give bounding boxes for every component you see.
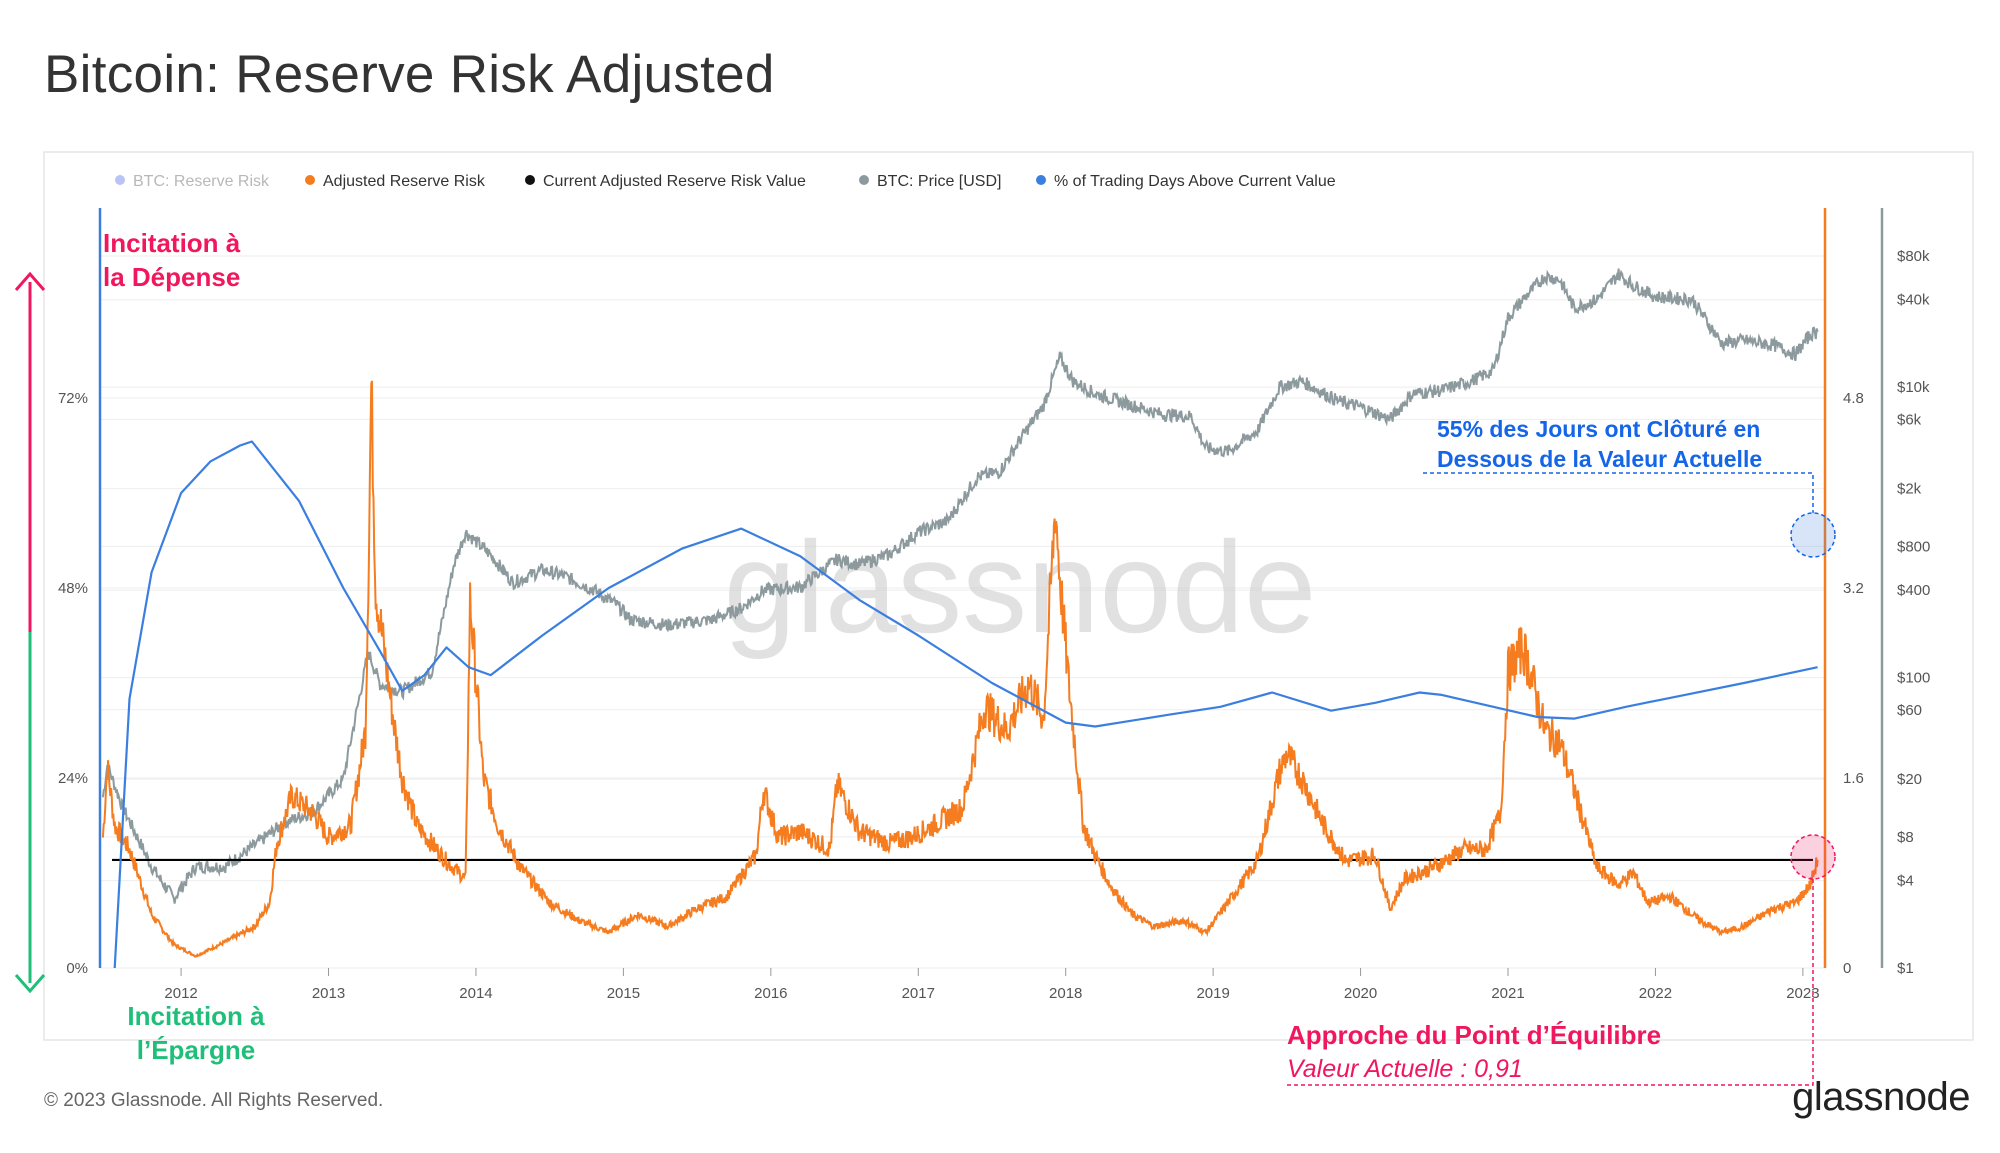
adjusted-reserve-risk-line xyxy=(101,380,1819,958)
y-left-tick-label: 24% xyxy=(58,770,88,787)
x-tick-label: 2014 xyxy=(459,985,492,1002)
x-tick-label: 2022 xyxy=(1639,985,1672,1002)
y-left-tick-label: 48% xyxy=(58,580,88,597)
watermark: glassnode xyxy=(724,514,1317,660)
y-right-tick-label: 1.6 xyxy=(1843,770,1864,787)
legend-dot xyxy=(525,175,535,185)
x-tick-label: 2021 xyxy=(1491,985,1524,1002)
y-price-tick-label: $4 xyxy=(1897,873,1914,890)
equilibrium-value: Valeur Actuelle : 0,91 xyxy=(1287,1055,1523,1083)
save-arrowhead-icon xyxy=(14,974,46,994)
note-connector xyxy=(1423,472,1814,513)
legend-item-current-value[interactable]: Current Adjusted Reserve Risk Value xyxy=(525,173,806,190)
copyright-footer: © 2023 Glassnode. All Rights Reserved. xyxy=(44,1090,384,1111)
y-right-tick-label: 0 xyxy=(1843,960,1851,977)
note-line2: Dessous de la Valeur Actuelle xyxy=(1437,446,1762,472)
save-label-line1: Incitation à xyxy=(127,1001,265,1031)
x-tick-label: 2012 xyxy=(164,985,197,1002)
x-tick-label: 2019 xyxy=(1196,985,1229,1002)
x-tick-label: 2017 xyxy=(902,985,935,1002)
pct-marker-circle xyxy=(1790,512,1836,558)
y-price-tick-label: $2k xyxy=(1897,481,1922,498)
equilibrium-connector xyxy=(1285,879,1814,1086)
save-label-line2: l’Épargne xyxy=(137,1035,255,1065)
y-price-tick-label: $400 xyxy=(1897,582,1930,599)
y-price-tick-label: $20 xyxy=(1897,771,1922,788)
x-tick-label: 2018 xyxy=(1049,985,1082,1002)
chart-frame xyxy=(43,151,1974,1041)
y-right-tick-label: 4.8 xyxy=(1843,390,1864,407)
legend-dot xyxy=(115,175,125,185)
legend-label: % of Trading Days Above Current Value xyxy=(1054,173,1336,190)
x-tick-label: 2016 xyxy=(754,985,787,1002)
x-tick-label: 2013 xyxy=(312,985,345,1002)
y-price-tick-label: $100 xyxy=(1897,670,1930,687)
legend-item-adjusted-reserve-risk[interactable]: Adjusted Reserve Risk xyxy=(305,173,486,190)
current-value-marker-circle xyxy=(1790,834,1836,880)
legend-label: Current Adjusted Reserve Risk Value xyxy=(543,173,806,190)
legend-item-reserve-risk[interactable]: BTC: Reserve Risk xyxy=(115,173,270,190)
legend-label: BTC: Price [USD] xyxy=(877,173,1001,190)
y-price-tick-label: $60 xyxy=(1897,702,1922,719)
legend-item-btc-price[interactable]: BTC: Price [USD] xyxy=(859,173,1001,190)
x-tick-label: 2015 xyxy=(607,985,640,1002)
y-price-tick-label: $1 xyxy=(1897,960,1914,977)
axis-ticks: 2012 2013 2014 2015 2016 2017 2018 2019 2020 2021… xyxy=(58,248,1930,1002)
y-price-tick-label: $6k xyxy=(1897,411,1922,428)
page-title: Bitcoin: Reserve Risk Adjusted xyxy=(44,45,775,104)
y-price-tick-label: $10k xyxy=(1897,379,1930,396)
spend-arrowhead-icon xyxy=(14,271,46,291)
y-price-tick-label: $8 xyxy=(1897,829,1914,846)
y-left-tick-label: 0% xyxy=(66,960,88,977)
legend-label: BTC: Reserve Risk xyxy=(133,173,270,190)
note-line1: 55% des Jours ont Clôturé en xyxy=(1437,416,1760,442)
legend-item-pct-days[interactable]: % of Trading Days Above Current Value xyxy=(1036,173,1336,190)
pct-days-above-line xyxy=(113,440,1818,969)
y-price-tick-label: $80k xyxy=(1897,248,1930,265)
equilibrium-title: Approche du Point d’Équilibre xyxy=(1287,1020,1661,1050)
x-tick-label: 2020 xyxy=(1344,985,1377,1002)
legend-dot xyxy=(1036,175,1046,185)
legend-dot xyxy=(305,175,315,185)
x-tick-label: 2023 xyxy=(1786,985,1819,1002)
y-left-tick-label: 72% xyxy=(58,390,88,407)
legend: BTC: Reserve Risk Adjusted Reserve Risk … xyxy=(115,173,1336,190)
y-right-tick-label: 3.2 xyxy=(1843,580,1864,597)
spend-label-line2: la Dépense xyxy=(103,262,240,292)
glassnode-logo[interactable]: glassnode xyxy=(1792,1075,1970,1119)
y-price-tick-label: $40k xyxy=(1897,292,1930,309)
y-price-tick-label: $800 xyxy=(1897,538,1930,555)
legend-label: Adjusted Reserve Risk xyxy=(323,173,486,190)
spend-label-line1: Incitation à xyxy=(103,228,241,258)
legend-dot xyxy=(859,175,869,185)
series-layer xyxy=(101,268,1819,969)
